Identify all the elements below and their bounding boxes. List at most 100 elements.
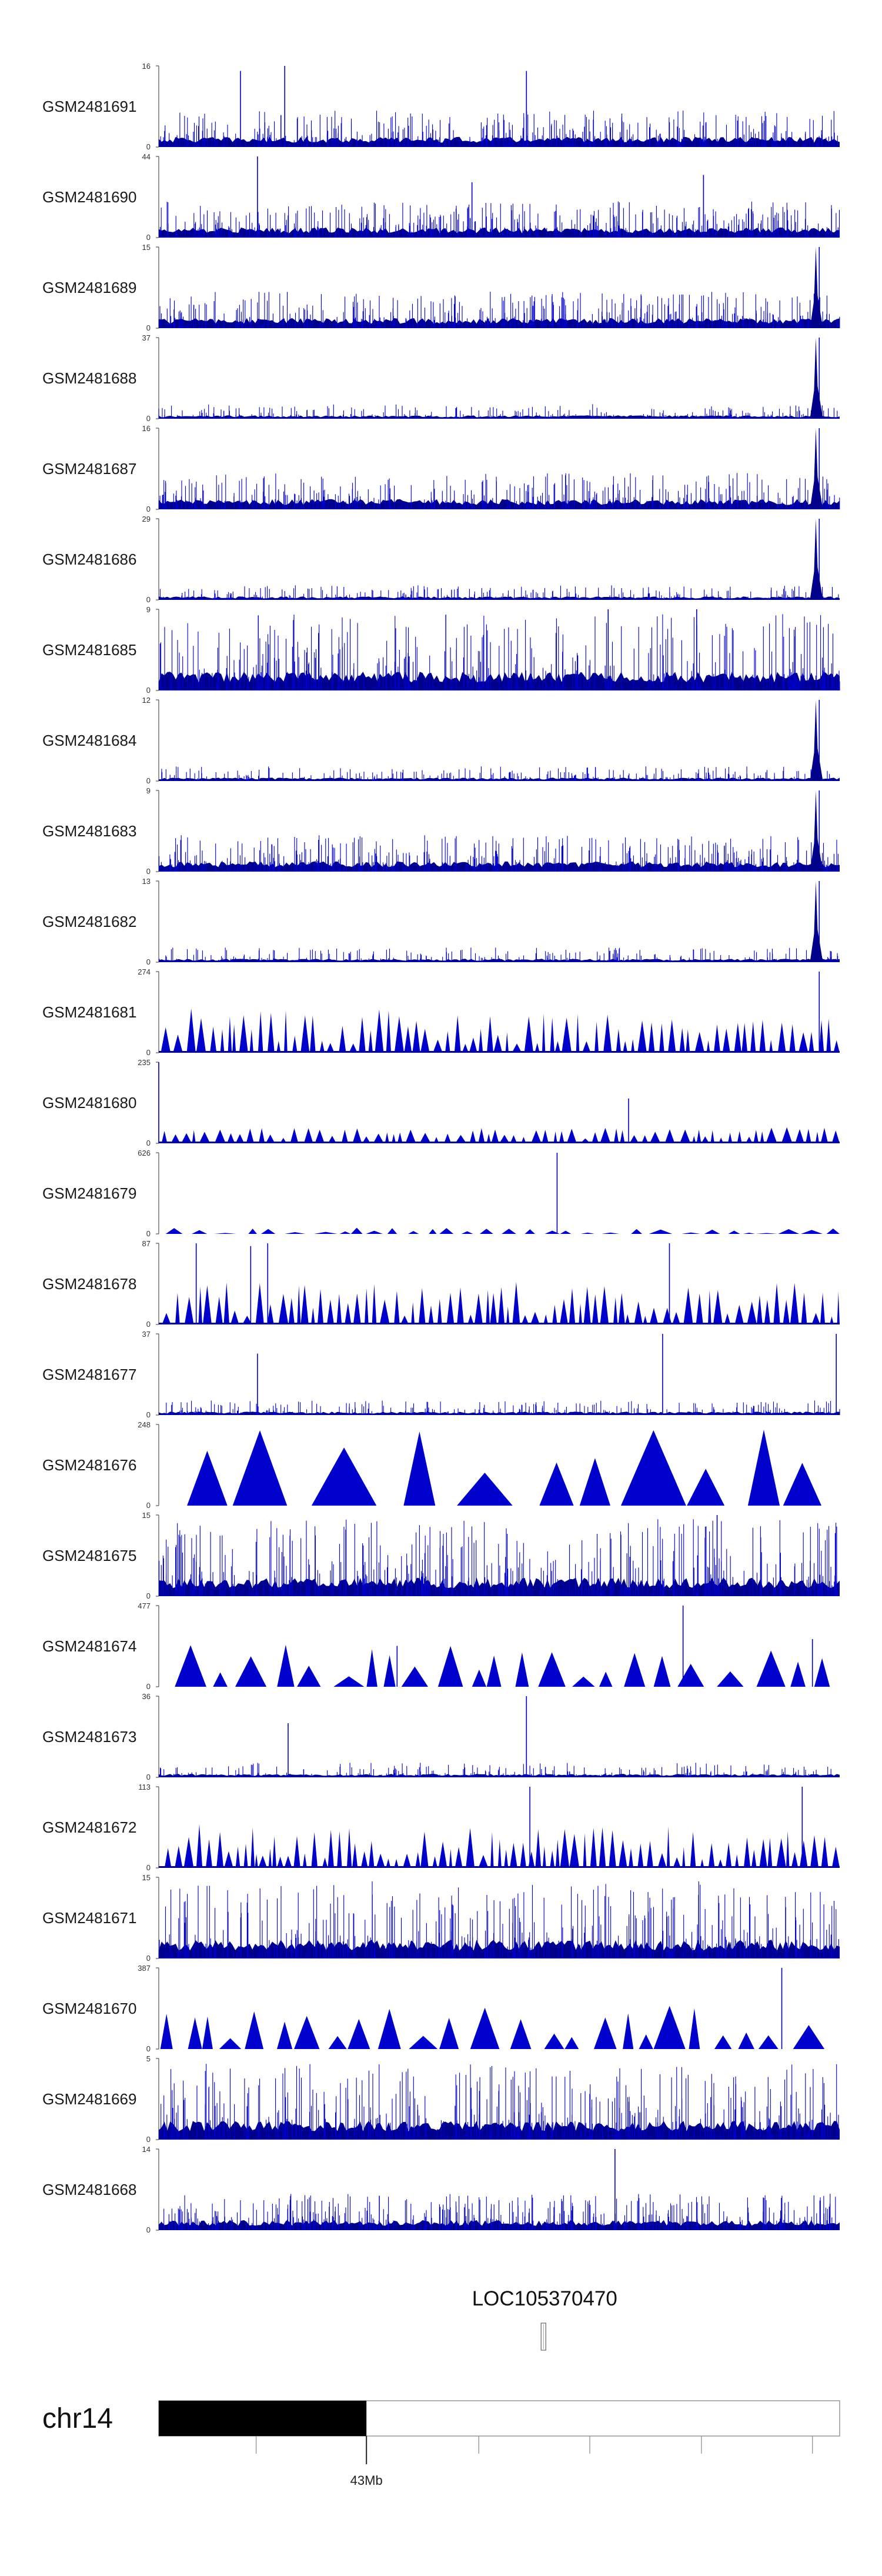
y-min-label: 0 <box>146 1320 151 1329</box>
track-label: GSM2481671 <box>42 1909 136 1927</box>
y-min-label: 0 <box>146 1229 151 1238</box>
baseline-band <box>159 1142 840 1143</box>
track-label: GSM2481682 <box>42 913 136 930</box>
y-min-label: 0 <box>146 1682 151 1691</box>
track-gsm2481678: GSM2481678 87 0 <box>42 1239 840 1329</box>
coverage-band <box>159 1412 840 1415</box>
coverage-spikes <box>159 2064 840 2140</box>
track-label: GSM2481684 <box>42 732 136 749</box>
y-min-label: 0 <box>146 867 151 876</box>
y-min-label: 0 <box>146 1863 151 1872</box>
y-max-label: 44 <box>142 152 151 161</box>
y-max-label: 15 <box>142 243 151 252</box>
track-gsm2481683: GSM2481683 9 0 <box>42 786 840 876</box>
y-min-label: 0 <box>146 505 151 513</box>
y-max-label: 113 <box>138 1783 151 1791</box>
y-max-label: 13 <box>142 877 151 886</box>
end-peak <box>810 881 823 962</box>
coverage-spikes <box>161 1400 840 1415</box>
chromosome-ideogram: chr14 43Mb <box>42 2400 840 2488</box>
coverage-band <box>159 1577 840 1596</box>
coverage-band <box>159 861 840 872</box>
y-max-label: 16 <box>142 424 151 433</box>
coverage-spikes <box>161 766 840 781</box>
track-gsm2481679: GSM2481679 626 0 <box>42 1149 840 1238</box>
end-peak <box>810 428 823 509</box>
coverage-area <box>159 1127 840 1143</box>
chromosome-band <box>159 2401 367 2436</box>
y-max-label: 248 <box>138 1420 151 1429</box>
track-gsm2481672: GSM2481672 113 0 <box>42 1783 840 1872</box>
y-min-label: 0 <box>146 1954 151 1963</box>
y-max-label: 29 <box>142 515 151 523</box>
coverage-area <box>159 1824 840 1868</box>
track-label: GSM2481685 <box>42 641 136 659</box>
track-label: GSM2481676 <box>42 1456 136 1474</box>
gene-track: LOC105370470 <box>472 2287 617 2351</box>
coverage-area <box>159 1227 840 1234</box>
track-gsm2481686: GSM2481686 29 0 <box>42 515 840 604</box>
track-gsm2481690: GSM2481690 44 0 <box>42 152 840 242</box>
track-label: GSM2481669 <box>42 2090 136 2108</box>
coverage-area <box>159 2006 825 2049</box>
y-min-label: 0 <box>146 2044 151 2053</box>
end-peak <box>810 247 823 328</box>
coverage-tracks: GSM2481691160GSM2481690440GSM2481689150G… <box>42 62 840 2234</box>
y-max-label: 87 <box>142 1239 151 1248</box>
y-min-label: 0 <box>146 233 151 242</box>
track-gsm2481673: GSM2481673 36 0 <box>42 1692 840 1781</box>
end-peak <box>810 700 823 781</box>
y-max-label: 15 <box>142 1511 151 1520</box>
track-gsm2481669: GSM2481669 5 0 <box>42 2054 840 2144</box>
coverage-spikes <box>160 111 838 147</box>
track-gsm2481682: GSM2481682 13 0 <box>42 877 840 966</box>
coverage-band <box>159 778 840 781</box>
y-min-label: 0 <box>146 686 151 695</box>
coverage-area <box>159 1644 830 1687</box>
coverage-area <box>159 1429 821 1506</box>
y-max-label: 5 <box>146 2054 151 2063</box>
y-max-label: 14 <box>142 2145 151 2154</box>
coverage-spikes <box>159 201 840 238</box>
track-gsm2481675: GSM2481675 15 0 <box>42 1511 840 1600</box>
y-max-label: 16 <box>142 62 151 71</box>
chromosome-position-label: 43Mb <box>350 2473 383 2488</box>
y-max-label: 37 <box>142 333 151 342</box>
chromosome-label: chr14 <box>42 2403 113 2434</box>
y-min-label: 0 <box>146 323 151 332</box>
track-gsm2481685: GSM2481685 9 0 <box>42 605 840 695</box>
coverage-area <box>159 1008 840 1053</box>
end-peak <box>810 338 823 419</box>
baseline-band <box>159 1323 840 1324</box>
track-label: GSM2481687 <box>42 460 136 478</box>
y-max-label: 274 <box>138 967 151 976</box>
track-gsm2481691: GSM2481691 16 0 <box>42 62 840 151</box>
y-max-label: 9 <box>146 786 151 795</box>
y-max-label: 36 <box>142 1692 151 1701</box>
track-label: GSM2481679 <box>42 1184 136 1202</box>
track-label: GSM2481691 <box>42 98 136 115</box>
track-gsm2481688: GSM2481688 37 0 <box>42 333 840 423</box>
gene-label: LOC105370470 <box>472 2287 617 2310</box>
coverage-area <box>159 1282 840 1324</box>
track-gsm2481680: GSM2481680 235 0 <box>42 1058 840 1147</box>
track-label: GSM2481677 <box>42 1366 136 1383</box>
y-min-label: 0 <box>146 2225 151 2234</box>
y-min-label: 0 <box>146 1501 151 1510</box>
coverage-spikes <box>159 291 840 328</box>
track-label: GSM2481686 <box>42 550 136 568</box>
track-label: GSM2481690 <box>42 188 136 206</box>
y-min-label: 0 <box>146 1591 151 1600</box>
track-gsm2481684: GSM2481684 12 0 <box>42 696 840 785</box>
track-gsm2481677: GSM2481677 37 0 <box>42 1330 840 1419</box>
track-gsm2481668: GSM2481668 14 0 <box>42 2145 840 2234</box>
coverage-spikes <box>158 835 839 872</box>
y-max-label: 387 <box>138 1964 151 1973</box>
track-label: GSM2481680 <box>42 1094 136 1112</box>
track-label: GSM2481683 <box>42 822 136 840</box>
coverage-spikes <box>158 404 840 419</box>
track-label: GSM2481675 <box>42 1547 136 1564</box>
y-max-label: 626 <box>138 1149 151 1157</box>
baseline-band <box>159 1866 840 1868</box>
